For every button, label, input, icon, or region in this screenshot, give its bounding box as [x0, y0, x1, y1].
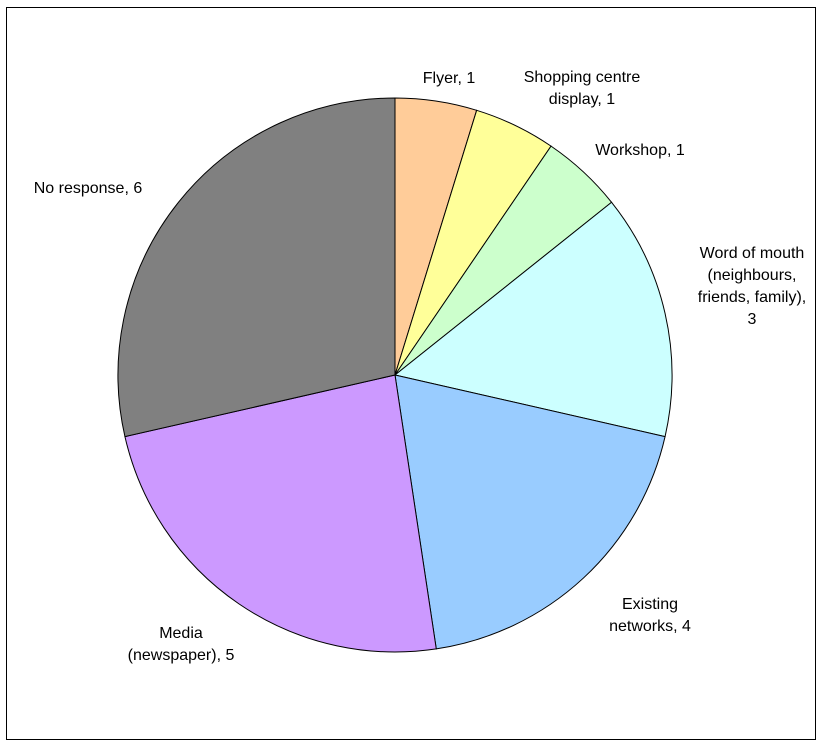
slice-label-line: Flyer, 1: [423, 70, 476, 87]
pie-slice-3: [393, 201, 673, 438]
slice-label-line: Existing: [622, 596, 678, 613]
slice-label-2: Workshop, 1: [595, 142, 685, 159]
slice-label-line: (neighbours,: [708, 267, 797, 284]
slice-label-line: Shopping centre: [524, 69, 641, 86]
pie-slice-6: [117, 97, 396, 438]
slice-label-line: Word of mouth: [700, 245, 805, 262]
pie-slice-4: [394, 374, 666, 650]
slice-label-line: No response, 6: [34, 180, 143, 197]
pie-slices: [117, 97, 673, 653]
slice-label-line: friends, family),: [698, 289, 806, 306]
slice-label-line: 3: [748, 311, 757, 328]
pie-labels: Flyer, 1 Shopping centre display, 1 Worksho…: [34, 69, 806, 664]
slice-label-line: Media: [159, 625, 203, 642]
slice-label-line: networks, 4: [609, 618, 691, 635]
slice-label-6: No response, 6: [34, 180, 143, 197]
slice-label-4: Existing networks, 4: [609, 596, 691, 635]
slice-label-line: (newspaper), 5: [128, 647, 235, 664]
slice-label-line: display, 1: [549, 91, 616, 108]
slice-label-5: Media (newspaper), 5: [128, 625, 235, 664]
pie-slice-5: [124, 374, 437, 653]
slice-label-0: Flyer, 1: [423, 70, 476, 87]
slice-label-line: Workshop, 1: [595, 142, 685, 159]
slice-label-3: Word of mouth (neighbours, friends, family…: [698, 245, 806, 328]
slice-label-1: Shopping centre display, 1: [524, 69, 641, 108]
